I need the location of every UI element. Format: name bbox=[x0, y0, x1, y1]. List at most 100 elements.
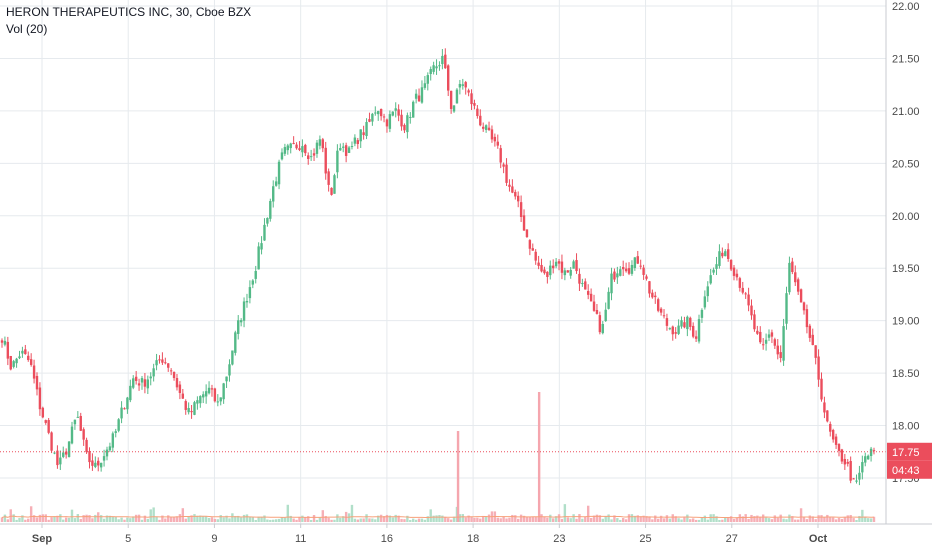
candle-body bbox=[85, 439, 88, 453]
volume-bar bbox=[549, 514, 552, 522]
volume-bar bbox=[852, 518, 855, 522]
volume-bar bbox=[76, 514, 80, 522]
volume-bar bbox=[132, 516, 135, 522]
candle-body bbox=[522, 215, 526, 231]
volume-bar bbox=[286, 504, 290, 522]
volume-bar bbox=[91, 518, 94, 522]
candle-body bbox=[301, 146, 304, 153]
candle-body bbox=[779, 352, 782, 359]
candle-body bbox=[741, 287, 744, 293]
volume-bar bbox=[785, 519, 788, 522]
candle-body bbox=[231, 350, 234, 365]
volume-bar bbox=[56, 515, 59, 522]
volume-bar bbox=[158, 519, 161, 522]
volume-bar bbox=[248, 516, 252, 522]
volume-bar bbox=[482, 515, 485, 522]
candle-body bbox=[461, 84, 464, 86]
volume-bar bbox=[295, 519, 298, 522]
volume-bar bbox=[621, 518, 625, 522]
candle-body bbox=[129, 385, 132, 401]
candle-body bbox=[864, 456, 867, 463]
candle-body bbox=[400, 114, 403, 127]
candle-body bbox=[298, 148, 301, 150]
candle-body bbox=[181, 393, 185, 399]
volume-bar bbox=[855, 519, 858, 522]
candle-body bbox=[15, 358, 18, 364]
volume-bar bbox=[741, 516, 744, 522]
candle-body bbox=[251, 280, 255, 285]
price-axis[interactable]: 22.00 21.50 21.00 20.50 20.00 19.50 19.00 18.50… bbox=[892, 1, 920, 485]
volume-bar bbox=[750, 514, 753, 522]
candle-body bbox=[744, 293, 747, 295]
volume-bar bbox=[779, 514, 782, 522]
candle-body bbox=[321, 139, 325, 149]
volume-bar bbox=[88, 515, 91, 522]
candle-body bbox=[347, 147, 351, 153]
candle-body bbox=[691, 325, 695, 337]
candle-body bbox=[738, 278, 742, 288]
volume-bar bbox=[374, 519, 377, 522]
price-axis-frame bbox=[0, 0, 932, 525]
volume-bar bbox=[330, 519, 333, 522]
candle-body bbox=[414, 93, 418, 99]
candle-body bbox=[99, 462, 103, 468]
candle-body bbox=[155, 360, 158, 366]
candle-body bbox=[245, 301, 249, 303]
volume-bar bbox=[584, 516, 587, 522]
volume-bar bbox=[280, 517, 284, 522]
volume-bar bbox=[315, 519, 319, 522]
candle-body bbox=[158, 359, 161, 361]
volume-bar bbox=[307, 516, 310, 522]
volume-bar bbox=[82, 515, 85, 522]
volume-bar bbox=[601, 518, 604, 522]
candle-body bbox=[563, 270, 567, 276]
volume-bar bbox=[29, 506, 33, 522]
volume-bar bbox=[114, 516, 117, 522]
volume-bar bbox=[193, 514, 196, 522]
candle-body bbox=[429, 69, 432, 74]
candle-body bbox=[621, 267, 625, 270]
candle-body bbox=[120, 407, 123, 419]
volume-bar bbox=[776, 517, 779, 522]
candle-body bbox=[312, 153, 316, 156]
volume-bar bbox=[301, 515, 304, 522]
volume-bar bbox=[336, 514, 339, 522]
volume-bar bbox=[817, 515, 820, 522]
candle-body bbox=[91, 460, 94, 466]
candle-body bbox=[88, 450, 91, 463]
candle-body bbox=[385, 119, 389, 127]
volume-bar bbox=[414, 519, 418, 522]
candle-body bbox=[651, 292, 654, 298]
volume-bar bbox=[219, 515, 222, 522]
candle-body bbox=[257, 246, 260, 270]
candle-body bbox=[823, 402, 826, 413]
candle-body bbox=[712, 269, 715, 273]
volume-bar bbox=[508, 517, 511, 522]
volume-bar bbox=[199, 515, 202, 522]
candle-body bbox=[732, 267, 736, 276]
volume-bar bbox=[467, 515, 470, 522]
candle-body bbox=[514, 191, 517, 197]
countdown-label: 04:43 bbox=[892, 465, 920, 477]
volume-bar bbox=[143, 515, 147, 522]
candle-body bbox=[105, 449, 109, 457]
candle-body bbox=[143, 379, 147, 387]
volume-bar bbox=[152, 507, 155, 522]
candle-body bbox=[18, 356, 21, 359]
candle-body bbox=[627, 268, 631, 274]
volume-bar bbox=[759, 516, 762, 522]
volume-bar bbox=[598, 515, 602, 522]
volume-bar bbox=[169, 517, 173, 522]
volume-bar bbox=[429, 509, 432, 522]
time-axis[interactable]: Sep 5 9 11 16 18 23 25 27 Oct bbox=[32, 524, 828, 545]
volume-bar bbox=[677, 518, 680, 522]
volume-bar bbox=[237, 515, 240, 522]
volume-bar bbox=[190, 515, 193, 522]
candle-body bbox=[808, 325, 812, 338]
volume-bar bbox=[435, 515, 438, 522]
volume-bar bbox=[613, 515, 616, 522]
candle-body bbox=[586, 291, 590, 295]
candle-body bbox=[228, 364, 231, 376]
volume-bar bbox=[12, 514, 15, 522]
